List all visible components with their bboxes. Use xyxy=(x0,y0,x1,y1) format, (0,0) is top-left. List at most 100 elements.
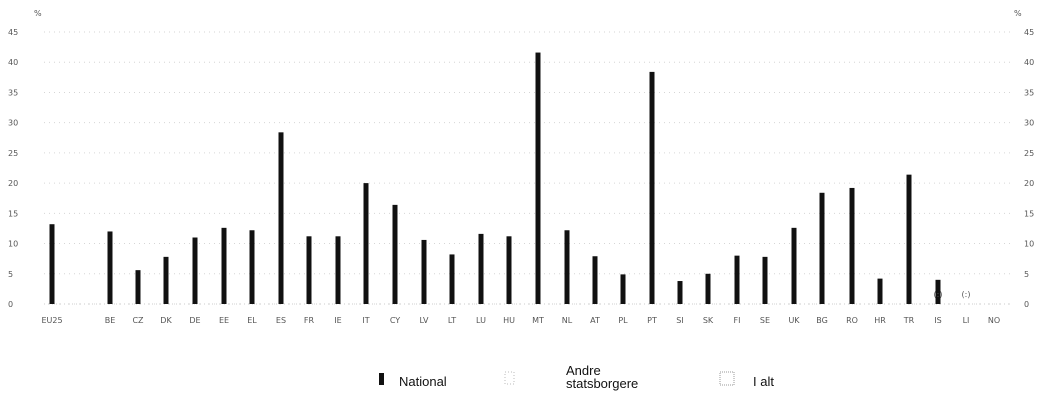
x-tick-es: ES xyxy=(276,316,286,325)
bar-fi xyxy=(734,255,740,304)
x-tick-nl: NL xyxy=(562,316,573,325)
x-tick-pl: PL xyxy=(618,316,628,325)
bar-fr xyxy=(306,236,312,304)
bar-be xyxy=(107,231,113,304)
x-tick-tr: TR xyxy=(903,316,915,325)
legend-swatch-national xyxy=(379,373,384,385)
y-tick-right: 25 xyxy=(1024,149,1034,158)
bar-is xyxy=(935,279,941,304)
x-tick-is: IS xyxy=(934,316,941,325)
x-tick-hu: HU xyxy=(503,316,515,325)
bar-sk xyxy=(705,273,711,304)
x-tick-sk: SK xyxy=(703,316,714,325)
x-tick-hr: HR xyxy=(874,316,886,325)
x-tick-dk: DK xyxy=(160,316,172,325)
x-tick-it: IT xyxy=(362,316,369,325)
bar-se xyxy=(762,256,768,304)
y-tick-right: 30 xyxy=(1024,119,1034,128)
y-tick-left: 35 xyxy=(8,88,18,97)
x-tick-eu25: EU25 xyxy=(41,316,62,325)
x-tick-fr: FR xyxy=(304,316,315,325)
x-tick-bg: BG xyxy=(816,316,828,325)
y-unit-right: % xyxy=(1014,9,1022,18)
bar-hr xyxy=(877,278,883,304)
x-tick-fi: FI xyxy=(734,316,741,325)
x-tick-de: DE xyxy=(189,316,200,325)
annotation-is: (:) xyxy=(934,290,943,299)
bar-dk xyxy=(163,256,169,304)
bar-cz xyxy=(135,270,141,304)
bar-mt xyxy=(535,52,541,304)
bars xyxy=(49,52,941,304)
x-tick-se: SE xyxy=(760,316,770,325)
bar-pl xyxy=(620,274,626,304)
y-tick-left: 10 xyxy=(8,240,18,249)
bar-ee xyxy=(221,227,227,304)
y-axis-left: 0 5 10 15 20 25 30 35 40 45 xyxy=(8,28,18,309)
y-tick-right: 0 xyxy=(1024,300,1029,309)
x-tick-ie: IE xyxy=(334,316,341,325)
x-tick-el: EL xyxy=(247,316,257,325)
y-tick-right: 40 xyxy=(1024,58,1034,67)
legend-label-national: National xyxy=(399,374,447,389)
legend-label-other: Andre statsborgere xyxy=(566,363,638,391)
x-tick-mt: MT xyxy=(532,316,544,325)
y-tick-left: 0 xyxy=(8,300,13,309)
y-tick-right: 45 xyxy=(1024,28,1034,37)
y-tick-right: 20 xyxy=(1024,179,1034,188)
y-tick-left: 40 xyxy=(8,58,18,67)
annotation-li: (:) xyxy=(962,290,971,299)
x-tick-no: NO xyxy=(988,316,1000,325)
bar-es xyxy=(278,132,284,304)
bar-it xyxy=(363,183,369,304)
y-tick-left: 30 xyxy=(8,119,18,128)
bar-ie xyxy=(335,236,341,304)
y-tick-left: 45 xyxy=(8,28,18,37)
bar-el xyxy=(249,230,255,304)
x-tick-ro: RO xyxy=(846,316,858,325)
bar-eu25 xyxy=(49,224,55,304)
y-tick-left: 15 xyxy=(8,209,18,218)
bar-si xyxy=(677,281,683,304)
y-tick-right: 15 xyxy=(1024,209,1034,218)
x-tick-cy: CY xyxy=(390,316,400,325)
bar-pt xyxy=(649,71,655,304)
bar-at xyxy=(592,256,598,304)
x-axis-labels: EU25 BE CZ DK DE EE EL ES FR IE IT CY LV LT LU HU MT NL AT… xyxy=(41,316,1000,325)
gridlines xyxy=(44,31,1010,305)
bar-de xyxy=(192,237,198,304)
y-tick-right: 10 xyxy=(1024,240,1034,249)
legend-swatch-total xyxy=(719,371,735,386)
bar-hu xyxy=(506,236,512,304)
x-tick-li: LI xyxy=(963,316,970,325)
bar-uk xyxy=(791,227,797,304)
bar-ro xyxy=(849,187,855,304)
y-tick-right: 35 xyxy=(1024,88,1034,97)
x-tick-lv: LV xyxy=(419,316,429,325)
y-tick-left: 25 xyxy=(8,149,18,158)
x-tick-lt: LT xyxy=(448,316,456,325)
bar-nl xyxy=(564,230,570,304)
annotations: (:) (:) xyxy=(934,290,971,299)
legend: National Andre statsborgere I alt xyxy=(379,363,774,391)
x-tick-pt: PT xyxy=(647,316,657,325)
x-tick-si: SI xyxy=(676,316,683,325)
bar-bg xyxy=(819,192,825,304)
legend-swatch-other xyxy=(504,371,515,385)
bar-tr xyxy=(906,174,912,304)
x-tick-cz: CZ xyxy=(132,316,144,325)
y-tick-right: 5 xyxy=(1024,270,1029,279)
y-axis-right: 0 5 10 15 20 25 30 35 40 45 xyxy=(1024,28,1034,309)
x-tick-be: BE xyxy=(105,316,116,325)
x-tick-ee: EE xyxy=(219,316,229,325)
bar-lu xyxy=(478,233,484,304)
x-tick-at: AT xyxy=(590,316,600,325)
bar-lv xyxy=(421,239,427,304)
bar-cy xyxy=(392,204,398,304)
y-tick-left: 20 xyxy=(8,179,18,188)
bar-lt xyxy=(449,254,455,304)
y-unit-left: % xyxy=(34,9,42,18)
y-tick-left: 5 xyxy=(8,270,13,279)
x-tick-lu: LU xyxy=(476,316,486,325)
